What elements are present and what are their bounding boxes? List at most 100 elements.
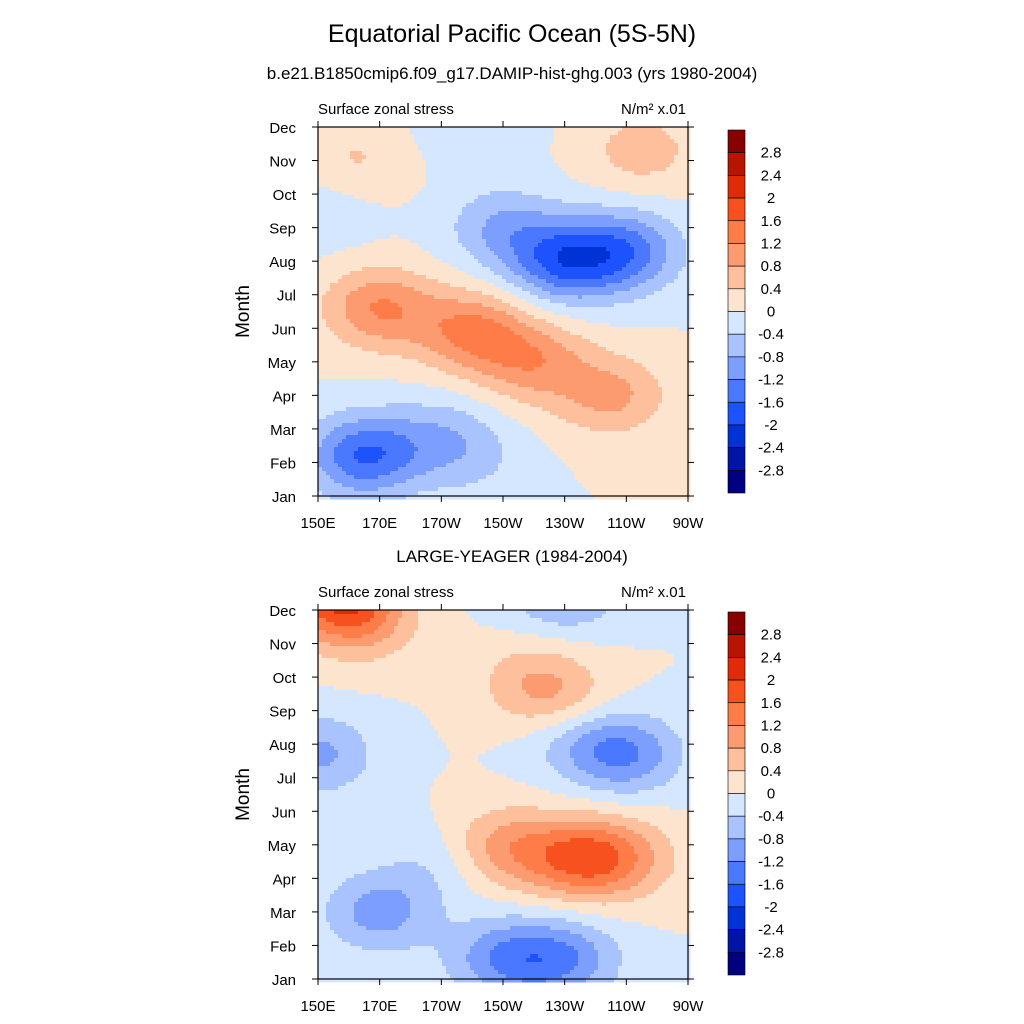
heatmap-cell [330,247,335,252]
heatmap-cell [358,307,363,312]
heatmap-cell [578,231,583,236]
heatmap-cell [602,247,607,252]
heatmap-cell [610,239,615,244]
heatmap-cell [550,275,555,280]
heatmap-cell [546,299,551,304]
heatmap-cell [418,199,423,204]
heatmap-cell [422,147,427,152]
heatmap-cell [322,235,327,240]
heatmap-cell [574,323,579,328]
heatmap-cell [462,175,467,180]
heatmap-cell [502,191,507,196]
heatmap-cell [602,187,607,192]
heatmap-cell [658,311,663,316]
heatmap-cell [322,167,327,172]
heatmap-cell [398,143,403,148]
heatmap-cell [322,191,327,196]
heatmap-cell [442,319,447,324]
heatmap-cell [534,323,539,328]
heatmap-cell [490,303,495,308]
heatmap-cell [650,175,655,180]
heatmap-cell [630,279,635,284]
heatmap-cell [346,335,351,340]
heatmap-cell [542,179,547,184]
heatmap-cell [566,251,571,256]
heatmap-cell [358,327,363,332]
heatmap-cell [378,227,383,232]
heatmap-cell [390,251,395,256]
heatmap-cell [598,303,603,308]
heatmap-cell [462,299,467,304]
heatmap-cell [318,215,323,220]
heatmap-cell [502,327,507,332]
heatmap-cell [602,255,607,260]
heatmap-cell [414,159,419,164]
heatmap-cell [462,151,467,156]
heatmap-cell [574,243,579,248]
heatmap-cell [606,247,611,252]
heatmap-cell [326,171,331,176]
heatmap-cell [402,231,407,236]
heatmap-cell [374,247,379,252]
heatmap-cell [446,251,451,256]
heatmap-cell [550,319,555,324]
heatmap-cell [502,183,507,188]
heatmap-cell [454,195,459,200]
heatmap-cell [494,299,499,304]
heatmap-cell [474,319,479,324]
heatmap-cell [366,263,371,268]
heatmap-cell [526,167,531,172]
heatmap-cell [530,243,535,248]
heatmap-cell [334,215,339,220]
heatmap-cell [530,195,535,200]
heatmap-cell [406,247,411,252]
heatmap-cell [358,251,363,256]
heatmap-cell [454,247,459,252]
heatmap-cell [414,211,419,216]
heatmap-cell [522,155,527,160]
heatmap-cell [318,139,323,144]
heatmap-cell [610,231,615,236]
heatmap-cell [594,283,599,288]
heatmap-cell [490,247,495,252]
heatmap-cell [430,211,435,216]
heatmap-cell [350,127,355,132]
heatmap-cell [406,311,411,316]
heatmap-cell [322,179,327,184]
heatmap-cell [490,187,495,192]
heatmap-cell [370,267,375,272]
heatmap-cell [434,163,439,168]
heatmap-cell [478,187,483,192]
heatmap-cell [386,267,391,272]
heatmap-cell [522,151,527,156]
heatmap-cell [626,279,631,284]
heatmap-cell [534,315,539,320]
heatmap-cell [514,207,519,212]
heatmap-cell [446,227,451,232]
heatmap-cell [574,271,579,276]
heatmap-cell [666,231,671,236]
heatmap-cell [534,127,539,132]
heatmap-cell [402,131,407,136]
heatmap-cell [334,239,339,244]
heatmap-cell [682,295,687,300]
heatmap-cell [498,295,503,300]
heatmap-cell [522,271,527,276]
heatmap-cell [570,267,575,272]
heatmap-cell [662,311,667,316]
heatmap-cell [570,215,575,220]
heatmap-cell [666,211,671,216]
heatmap-cell [418,295,423,300]
heatmap-cell [678,227,683,232]
heatmap-cell [494,335,499,340]
heatmap-cell [530,335,535,340]
heatmap-cell [618,299,623,304]
heatmap-cell [602,311,607,316]
heatmap-cell [374,199,379,204]
heatmap-cell [462,167,467,172]
heatmap-cell [354,255,359,260]
heatmap-cell [438,303,443,308]
heatmap-cell [654,263,659,268]
heatmap-cell [358,191,363,196]
heatmap-cell [390,219,395,224]
